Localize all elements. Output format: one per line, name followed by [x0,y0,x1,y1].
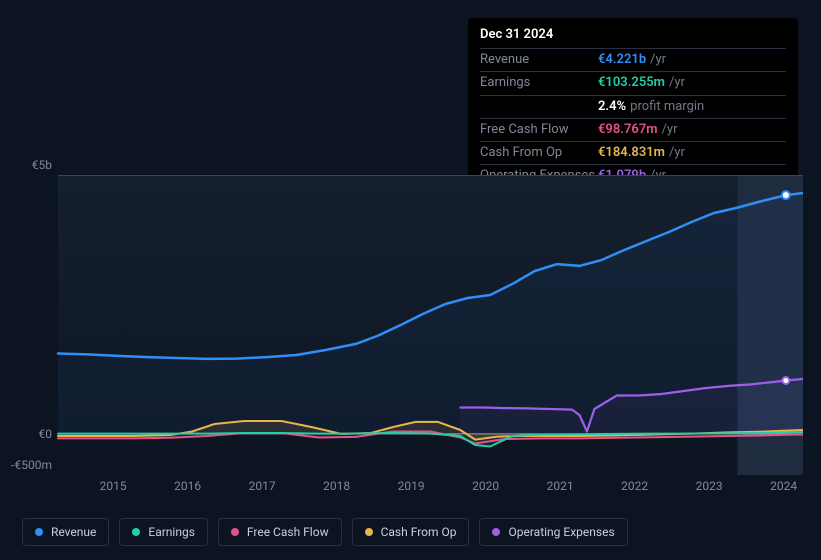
tooltip-row: Revenue€4.221b/yr [480,48,786,71]
tooltip-unit: /yr [669,144,685,162]
y-axis-label: €0 [4,427,52,441]
x-axis-label: 2016 [174,479,201,493]
tooltip-row: Earnings€103.255m/yr [480,71,786,94]
x-axis-label: 2018 [323,479,350,493]
legend-item[interactable]: Operating Expenses [479,518,627,546]
x-axis-label: 2019 [398,479,425,493]
tooltip-unit: profit margin [630,98,704,116]
tooltip-value: €98.767m [598,121,658,139]
tooltip-value: €4.221b [598,51,646,69]
x-axis-label: 2015 [100,479,127,493]
legend-label: Earnings [148,525,195,539]
legend-dot-icon [492,528,500,536]
tooltip-label: Cash From Op [480,144,598,162]
tooltip-unit: /yr [669,74,685,92]
legend-item[interactable]: Cash From Op [352,518,470,546]
legend-item[interactable]: Free Cash Flow [218,518,342,546]
tooltip-row: 2.4%profit margin [480,95,786,118]
legend-item[interactable]: Revenue [22,518,109,546]
legend-dot-icon [35,528,43,536]
y-axis-label: -€500m [4,458,52,472]
tooltip-label [480,98,598,116]
legend-dot-icon [132,528,140,536]
line-chart-svg [18,175,803,475]
tooltip-row: Free Cash Flow€98.767m/yr [480,118,786,141]
tooltip-unit: /yr [662,121,678,139]
legend-label: Free Cash Flow [247,525,329,539]
tooltip-label: Free Cash Flow [480,121,598,139]
x-axis-label: 2022 [621,479,648,493]
y-axis-label: €5b [4,158,52,172]
legend-label: Operating Expenses [508,525,614,539]
legend-dot-icon [231,528,239,536]
tooltip-value: €184.831m [598,144,665,162]
x-axis-label: 2024 [770,479,797,493]
tooltip-value: €103.255m [598,74,665,92]
x-axis-label: 2017 [249,479,276,493]
tooltip-label: Earnings [480,74,598,92]
legend-dot-icon [365,528,373,536]
data-tooltip: Dec 31 2024 Revenue€4.221b/yrEarnings€10… [468,18,798,195]
tooltip-row: Cash From Op€184.831m/yr [480,141,786,164]
legend-label: Cash From Op [381,525,457,539]
x-axis-label: 2020 [472,479,499,493]
tooltip-label: Revenue [480,51,598,69]
chart-plot-area[interactable]: €5b€0-€500m 2015201620172018201920202021… [18,175,803,475]
tooltip-value: 2.4% [598,98,626,116]
legend-label: Revenue [51,525,96,539]
x-axis-label: 2023 [696,479,723,493]
tooltip-unit: /yr [650,51,666,69]
chart-legend: Revenue Earnings Free Cash Flow Cash From O… [22,518,628,546]
x-axis-label: 2021 [547,479,574,493]
tooltip-date: Dec 31 2024 [480,26,786,44]
chart-container: Dec 31 2024 Revenue€4.221b/yrEarnings€10… [0,0,821,560]
legend-item[interactable]: Earnings [119,518,208,546]
